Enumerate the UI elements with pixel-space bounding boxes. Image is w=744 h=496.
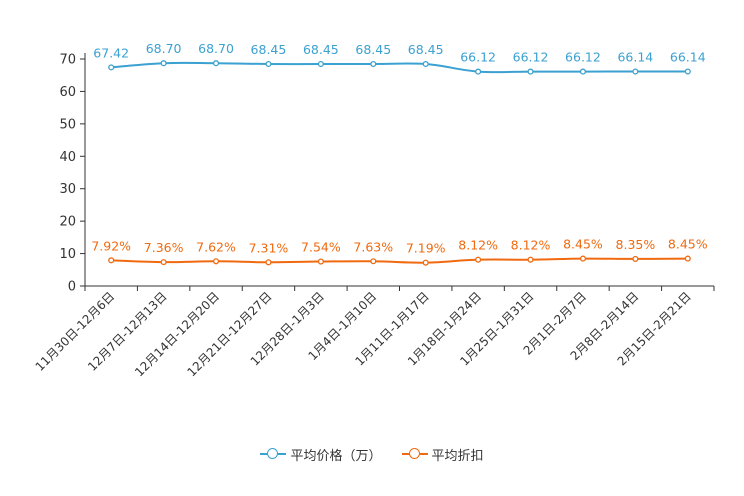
- data-label: 68.70: [146, 41, 182, 56]
- data-label: 66.12: [513, 50, 549, 65]
- data-point: [317, 258, 324, 265]
- data-point: [475, 68, 482, 75]
- data-label: 66.14: [617, 50, 653, 65]
- data-point: [212, 60, 220, 67]
- y-axis: 0 10 20 30 40 50 60 70: [59, 53, 86, 295]
- data-point: [370, 60, 377, 68]
- x-axis: 11月30日-12月6日12月7日-12月13日12月14日-12月20日12月…: [33, 285, 715, 379]
- data-label: 66.14: [670, 50, 706, 65]
- line-chart: 0 10 20 30 40 50 60 70 11月30日-12月6日12月7日-12月13日…: [33, 41, 715, 379]
- data-label: 68.45: [355, 42, 391, 57]
- data-label: 8.12%: [511, 238, 551, 253]
- y-tick-label: 50: [59, 117, 76, 132]
- data-label: 67.42: [93, 45, 129, 60]
- legend-label: 平均价格（万）: [290, 448, 382, 464]
- series-line: [111, 61, 688, 74]
- data-label: 7.19%: [406, 241, 446, 256]
- data-label: 68.45: [408, 42, 444, 57]
- data-label: 7.54%: [301, 240, 341, 255]
- series-line: [111, 257, 688, 264]
- data-label: 8.12%: [458, 238, 498, 253]
- data-label: 66.12: [565, 50, 601, 65]
- y-tick-label: 60: [59, 85, 76, 100]
- data-point: [632, 68, 639, 75]
- legend-line-circle-icon: [260, 448, 287, 460]
- data-point: [108, 64, 115, 71]
- data-label: 7.36%: [144, 240, 184, 255]
- data-point: [684, 255, 691, 262]
- data-label: 66.12: [460, 50, 496, 65]
- data-label: 7.62%: [196, 239, 236, 254]
- y-tick-label: 30: [59, 182, 76, 197]
- data-point: [212, 258, 220, 265]
- series-1: 7.92% 7.36% 7.62% 7.31% 7.54% 7.63% 7.19% 8.12%…: [91, 237, 708, 266]
- legend-item-price[interactable]: 平均价格（万）: [260, 445, 382, 464]
- data-point: [475, 256, 482, 263]
- data-label: 8.45%: [668, 237, 708, 252]
- data-point: [422, 60, 429, 68]
- y-tick-label: 10: [59, 247, 76, 262]
- data-point: [527, 256, 534, 263]
- data-label: 7.31%: [249, 240, 289, 255]
- legend-swatch-dot: [267, 448, 279, 459]
- data-point: [579, 255, 587, 262]
- data-label: 68.45: [303, 42, 339, 57]
- data-point: [579, 68, 587, 75]
- data-point: [160, 60, 167, 67]
- legend-swatch-dot: [408, 448, 420, 459]
- data-point: [370, 258, 377, 265]
- y-tick-label: 0: [68, 280, 76, 295]
- legend-item-discount[interactable]: 平均折扣: [401, 445, 484, 464]
- data-label: 8.35%: [616, 237, 656, 252]
- series-layer: 67.42 68.70 68.70 68.45 68.45 68.45 68.45 66.12…: [91, 41, 708, 266]
- data-label: 7.63%: [353, 239, 393, 254]
- series-0: 67.42 68.70 68.70 68.45 68.45 68.45 68.45 66.12…: [93, 41, 706, 75]
- legend-line-circle-icon: [401, 448, 428, 460]
- data-point: [527, 68, 534, 75]
- data-point: [265, 60, 272, 68]
- legend: 平均价格（万） 平均折扣: [0, 442, 744, 466]
- data-point: [265, 259, 272, 266]
- data-label: 7.92%: [91, 238, 131, 253]
- data-point: [684, 68, 691, 75]
- data-point: [422, 259, 429, 266]
- legend-label: 平均折扣: [431, 448, 484, 464]
- data-label: 8.45%: [563, 237, 603, 252]
- data-point: [160, 259, 167, 266]
- data-point: [108, 257, 115, 264]
- data-point: [632, 255, 639, 262]
- y-tick-label: 40: [59, 150, 76, 165]
- y-tick-label: 70: [59, 53, 76, 68]
- data-point: [317, 60, 324, 68]
- data-label: 68.70: [198, 41, 234, 56]
- y-tick-label: 20: [59, 215, 76, 230]
- data-label: 68.45: [251, 42, 287, 57]
